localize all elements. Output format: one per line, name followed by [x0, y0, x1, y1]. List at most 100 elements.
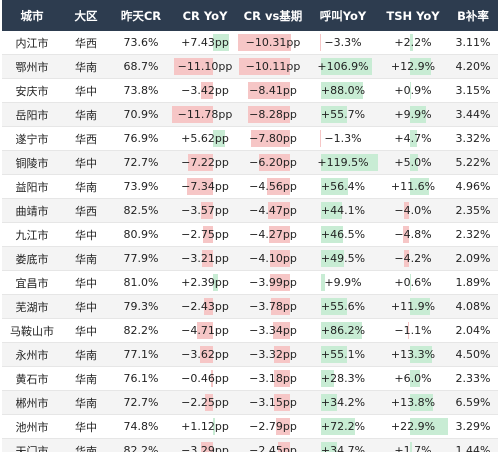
positive-bar — [320, 298, 348, 315]
cell-cr-vs-base: −2.45pp — [238, 438, 308, 452]
cell-value-text: +72.2% — [320, 420, 366, 433]
cell-yesterday-cr: 73.6% — [110, 31, 172, 55]
header-region[interactable]: 大区 — [62, 0, 110, 31]
cell-tsh-yoy: −1.1% — [378, 318, 448, 343]
header-city[interactable]: 城市 — [2, 0, 62, 31]
cell-value-text: −2.45pp — [249, 444, 297, 452]
cell-call-yoy: +88.0% — [308, 78, 378, 103]
header-tsh-yoy[interactable]: TSH YoY — [378, 0, 448, 31]
header-cr-yoy[interactable]: CR YoY — [172, 0, 238, 31]
header-cr-vs-base[interactable]: CR vs基期 — [238, 0, 308, 31]
cell-cr-yoy: −11.10pp — [172, 54, 238, 79]
table-row[interactable]: 宜昌市 华中 81.0% +2.39pp −3.99pp +9.9% +0.6% 1.89% — [2, 270, 498, 295]
table-row[interactable]: 芜湖市 华中 79.3% −2.43pp −3.78pp +55.6% +11.9% 4.08… — [2, 294, 498, 319]
cell-city: 内江市 — [2, 31, 62, 55]
cell-value-text: −2.25pp — [181, 396, 229, 409]
cell-value-text: +0.6% — [394, 276, 432, 289]
cell-cr-yoy: −3.21pp — [172, 246, 238, 271]
table-row[interactable]: 郴州市 华南 72.7% −2.25pp −3.15pp +34.2% +13.8% 6.59… — [2, 390, 498, 415]
cell-b-rate: 4.20% — [448, 54, 498, 79]
positive-bar — [320, 82, 363, 99]
cell-b-rate: 4.96% — [448, 174, 498, 199]
cell-city: 天门市 — [2, 438, 62, 452]
table-row[interactable]: 益阳市 华南 73.9% −7.34pp −4.56pp +56.4% +11.6% 4.96… — [2, 174, 498, 199]
positive-bar — [320, 274, 326, 291]
table-row[interactable]: 永州市 华南 77.1% −3.62pp −3.32pp +55.1% +13.3% 4.50… — [2, 342, 498, 367]
table-row[interactable]: 九江市 华中 80.9% −2.75pp −4.27pp +46.5% −4.8% 2.32% — [2, 222, 498, 247]
cell-call-yoy: +34.2% — [308, 390, 378, 415]
table-row[interactable]: 安庆市 华中 73.8% −3.42pp −8.41pp +88.0% +0.9% 3.15% — [2, 78, 498, 103]
cell-city: 芜湖市 — [2, 294, 62, 319]
negative-bar — [239, 58, 291, 75]
cell-region: 华西 — [62, 198, 110, 223]
table-row[interactable]: 娄底市 华南 77.9% −3.21pp −4.10pp +49.5% −4.2% 2.09% — [2, 246, 498, 271]
cell-value-text: +119.5% — [317, 156, 369, 169]
cell-b-rate: 2.09% — [448, 246, 498, 271]
negative-bar — [205, 394, 213, 411]
cell-region: 华西 — [62, 126, 110, 151]
cell-cr-yoy: −0.46pp — [172, 366, 238, 391]
negative-bar — [201, 82, 213, 99]
cell-region: 华南 — [62, 102, 110, 127]
cell-value-text: −2.75pp — [181, 228, 229, 241]
cell-call-yoy: +55.1% — [308, 342, 378, 367]
positive-bar — [409, 106, 427, 123]
cell-value-text: −8.41pp — [249, 84, 297, 97]
table-row[interactable]: 内江市 华西 73.6% +7.43pp −10.31pp −3.3% +2.2% 3.11% — [2, 31, 498, 55]
cell-value-text: +11.9% — [390, 300, 436, 313]
cell-value-text: −3.15pp — [249, 396, 297, 409]
cell-city: 铜陵市 — [2, 150, 62, 175]
cell-cr-yoy: −3.42pp — [172, 78, 238, 103]
cell-value-text: −3.62pp — [181, 348, 229, 361]
cell-value-text: +28.3% — [320, 372, 366, 385]
table-row[interactable]: 遂宁市 华西 76.9% +5.62pp −7.80pp −1.3% +4.7% 3.32% — [2, 126, 498, 151]
negative-bar — [403, 250, 410, 267]
positive-bar — [409, 418, 448, 435]
cell-call-yoy: +55.6% — [308, 294, 378, 319]
table-body: 内江市 华西 73.6% +7.43pp −10.31pp −3.3% +2.2% 3.11%… — [2, 31, 498, 452]
cell-city: 池州市 — [2, 414, 62, 439]
cell-value-text: −0.46pp — [181, 372, 229, 385]
negative-bar — [211, 370, 213, 387]
cell-cr-yoy: −3.62pp — [172, 342, 238, 367]
positive-bar — [212, 274, 218, 291]
table-row[interactable]: 池州市 华中 74.8% +1.12pp −2.79pp +72.2% +22.9% 3.29… — [2, 414, 498, 439]
cell-value-text: −3.34pp — [249, 324, 297, 337]
cell-cr-yoy: −4.71pp — [172, 318, 238, 343]
cell-region: 华南 — [62, 366, 110, 391]
positive-bar — [320, 370, 335, 387]
cell-yesterday-cr: 81.0% — [110, 270, 172, 295]
table-row[interactable]: 鄂州市 华南 68.7% −11.10pp −10.11pp +106.9% +12.9% 4… — [2, 54, 498, 79]
header-b-rate[interactable]: B补率 — [448, 0, 498, 31]
cell-tsh-yoy: +1.7% — [378, 438, 448, 452]
cell-city: 鄂州市 — [2, 54, 62, 79]
cell-b-rate: 1.44% — [448, 438, 498, 452]
table-row[interactable]: 岳阳市 华南 70.9% −11.78pp −8.28pp +55.7% +9.9% 3.44… — [2, 102, 498, 127]
table-row[interactable]: 天门市 华南 82.2% −3.29pp −2.45pp +34.7% +1.7% 1.44% — [2, 438, 498, 452]
positive-bar — [409, 154, 418, 171]
cell-region: 华中 — [62, 78, 110, 103]
cell-call-yoy: +44.1% — [308, 198, 378, 223]
cell-value-text: +9.9% — [394, 108, 432, 121]
table-row[interactable]: 曲靖市 华西 82.5% −3.57pp −4.47pp +44.1% −4.0% 2.35% — [2, 198, 498, 223]
cell-value-text: −7.80pp — [249, 132, 297, 145]
table-row[interactable]: 马鞍山市 华中 82.2% −4.71pp −3.34pp +86.2% −1.1% 2.04… — [2, 318, 498, 343]
positive-bar — [320, 394, 338, 411]
negative-bar — [238, 34, 291, 51]
header-yesterday-cr[interactable]: 昨天CR — [110, 0, 172, 31]
cell-b-rate: 4.50% — [448, 342, 498, 367]
cell-value-text: +9.9% — [324, 276, 362, 289]
header-call-yoy[interactable]: 呼叫YoY — [308, 0, 378, 31]
positive-bar — [320, 226, 343, 243]
table-row[interactable]: 铜陵市 华中 72.7% −7.22pp −6.20pp +119.5% +5.0% 5.22… — [2, 150, 498, 175]
cell-city: 安庆市 — [2, 78, 62, 103]
cell-cr-vs-base: −4.27pp — [238, 222, 308, 247]
cell-yesterday-cr: 82.5% — [110, 198, 172, 223]
cell-cr-vs-base: −3.15pp — [238, 390, 308, 415]
negative-bar — [200, 346, 213, 363]
cell-city: 曲靖市 — [2, 198, 62, 223]
table-row[interactable]: 黄石市 华南 76.1% −0.46pp −3.18pp +28.3% +6.0% 2.33% — [2, 366, 498, 391]
cell-value-text: −4.10pp — [249, 252, 297, 265]
cell-value-text: +13.3% — [390, 348, 436, 361]
